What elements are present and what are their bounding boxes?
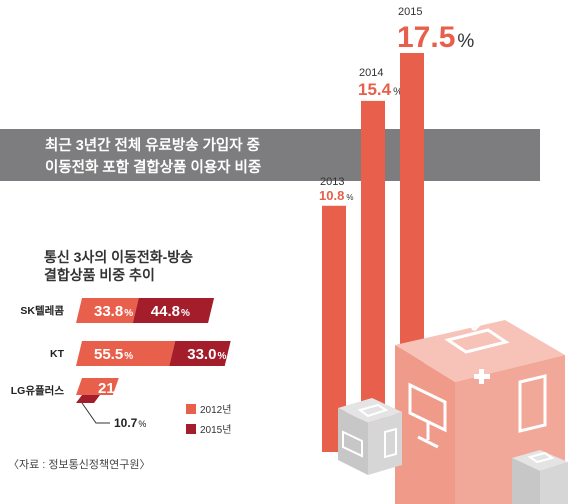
bar-value-2015-2: 10.7 — [114, 416, 138, 430]
sub-title-line-2: 결합상품 비중 추이 — [44, 267, 155, 283]
main-title-line-2: 이동전화 포함 결합상품 이용자 비중 — [45, 158, 261, 176]
category-label-0: SK텔레콤 — [20, 304, 64, 317]
bar-value-2012-0: 33.8 — [94, 303, 123, 320]
bar-2012-2 — [76, 378, 119, 395]
year-label-2015: 2015 — [398, 6, 422, 18]
bar-value-2012-0-percent: % — [124, 308, 133, 319]
bar-2015-0 — [132, 298, 215, 323]
bar-value-2012-1: 55.5 — [94, 346, 123, 363]
horizontal-bars: SK텔레콤 33.8% 44.8 %KT 55.5% 33.0 %LG유플러스 21.9 %10… — [11, 298, 231, 430]
percent-sign-2013: % — [346, 193, 353, 202]
bar-value-2015-2-percent: % — [138, 419, 146, 429]
title-banner — [0, 129, 540, 181]
tablet-icon-small — [384, 427, 397, 459]
percent-sign-2014: % — [393, 86, 403, 98]
bar-value-2012-2-percent: % — [128, 385, 137, 396]
tv-icon — [444, 316, 510, 354]
plus-icon — [474, 369, 490, 384]
bar-value-2015-0: 44.8 — [151, 303, 180, 320]
bar-value-2015-1-percent: % — [217, 351, 226, 362]
sub-title-line-1: 통신 3사의 이동전화-방송 — [44, 249, 193, 265]
category-label-1: KT — [50, 348, 65, 360]
bar-value-2012-1-percent: % — [124, 351, 133, 362]
value-label-2014: 15.4 — [358, 80, 392, 99]
percent-sign-2015: % — [457, 31, 474, 52]
source-note: 〈자료 : 정보통신정책연구원〉 — [8, 458, 151, 471]
bar-2012-0 — [76, 298, 139, 323]
bar-2015-1 — [169, 341, 231, 366]
year-label-2014: 2014 — [359, 67, 383, 79]
monitor-icon — [408, 382, 447, 449]
bar-2014 — [361, 100, 385, 452]
leader-line — [81, 402, 110, 424]
value-label-2013: 10.8 — [319, 188, 344, 203]
category-label-2: LG유플러스 — [11, 384, 65, 397]
tablet-icon — [518, 374, 547, 433]
tv-icon-small — [357, 403, 389, 418]
cube-illustration-small-right — [512, 450, 568, 504]
bar-2015-2 — [76, 395, 100, 403]
year-label-2013: 2013 — [320, 176, 344, 188]
bar-value-2012-2: 21.9 — [98, 380, 127, 397]
monitor-icon-small — [342, 430, 363, 458]
legend-swatch-2015 — [186, 424, 196, 434]
cube-illustration-small-left — [338, 398, 402, 475]
legend-label-2012: 2012년 — [200, 404, 231, 416]
bar-value-2015-1: 33.0 — [187, 346, 216, 363]
legend-swatch-2012 — [186, 404, 196, 414]
tv-icon-tiny — [527, 451, 555, 464]
main-title-line-1: 최근 3년간 전체 유료방송 가입자 중 — [45, 136, 260, 154]
value-label-2015: 17.5 — [397, 21, 455, 54]
bar-2012-1 — [76, 341, 176, 366]
legend-label-2015: 2015년 — [200, 424, 231, 436]
bar-value-2015-0-percent: % — [181, 308, 190, 319]
